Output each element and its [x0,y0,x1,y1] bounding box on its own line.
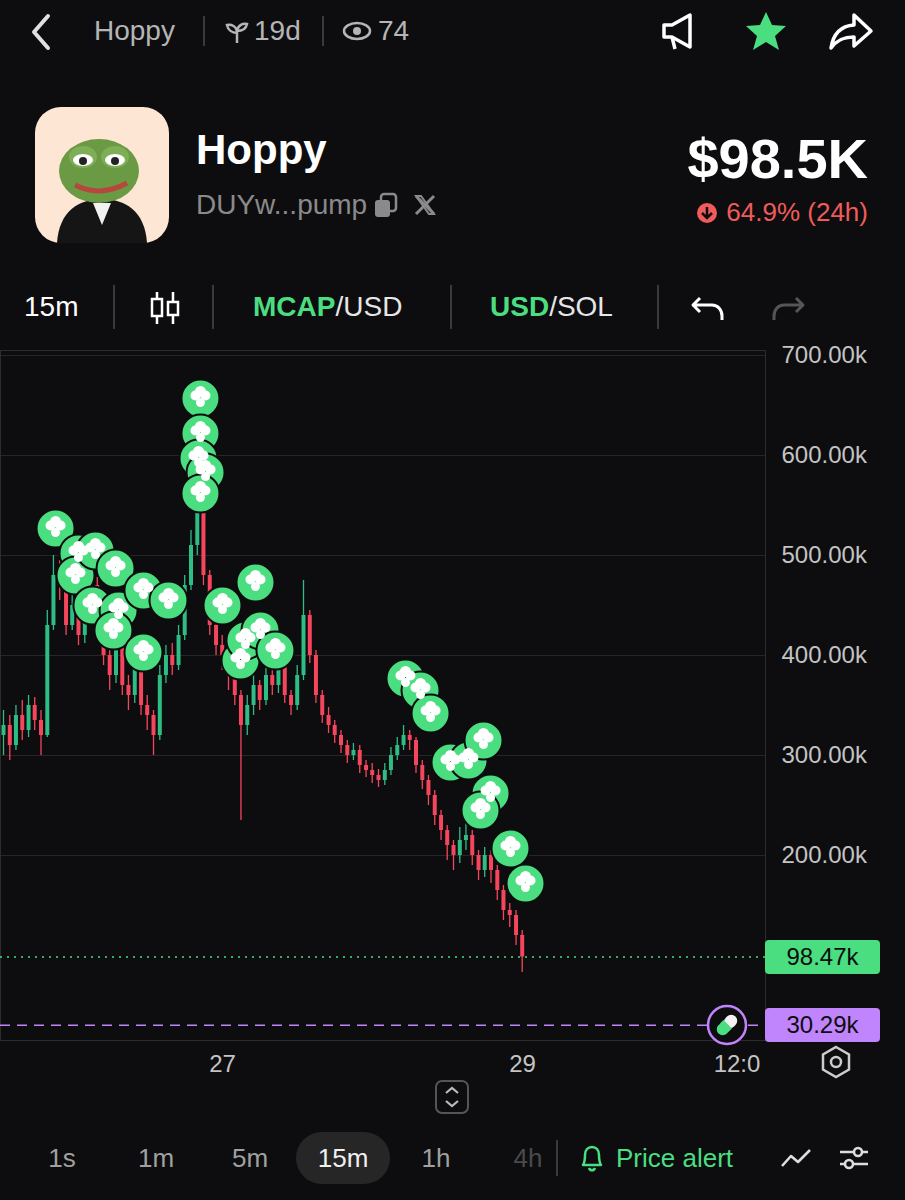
svg-text:200.00k: 200.00k [782,841,868,868]
html-text:Price alert: Price alert [616,1143,733,1173]
svg-text:300.00k: 300.00k [782,741,868,768]
html-text:USD /SOL: USD /SOL [490,291,613,322]
html-text:1s: 1s [48,1143,76,1173]
svg-text:500.00k: 500.00k [782,541,868,568]
svg-text:600.00k: 600.00k [782,441,868,468]
html-text:Hoppy: Hoppy [196,126,327,173]
svg-text:400.00k: 400.00k [782,641,868,668]
html-text:DUYw...pump: DUYw...pump [196,189,368,220]
html-text:5m: 5m [231,1143,269,1173]
html-text:98.47k: 98.47k [786,943,859,970]
svg-text:12:0: 12:0 [714,1050,761,1077]
html-text:74: 74 [378,15,410,46]
html-text:$98.5K: $98.5K [687,127,868,190]
svg-text:700.00k: 700.00k [782,341,868,368]
html-text:1h: 1h [421,1143,451,1173]
html-text:19d: 19d [254,15,301,46]
html-text:15m: 15m [317,1143,369,1173]
svg-text:29: 29 [509,1050,536,1077]
html-text:15m: 15m [24,291,79,322]
html-text:64.9% (24h): 64.9% (24h) [726,197,868,227]
html-text:MCAP /USD: MCAP /USD [253,291,403,322]
html-text:30.29k: 30.29k [786,1011,859,1038]
svg-text:27: 27 [209,1050,236,1077]
html-text:4h: 4h [513,1143,543,1173]
html-text:Hoppy: Hoppy [94,15,175,46]
html-text:1m: 1m [137,1143,175,1173]
